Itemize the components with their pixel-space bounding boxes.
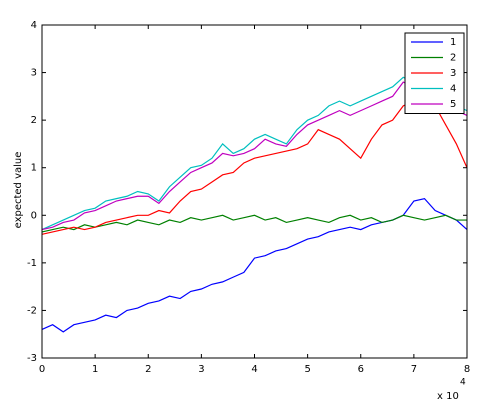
- y-tick-label: -3: [27, 353, 37, 364]
- x-tick-label: 0: [39, 364, 45, 375]
- legend-label: 1: [450, 37, 456, 48]
- y-tick-label: 1: [31, 163, 37, 174]
- legend-label: 3: [450, 68, 456, 79]
- series-line: [41, 81, 468, 231]
- x-tick-label: 5: [304, 364, 310, 375]
- x-tick-label: 3: [198, 364, 204, 375]
- y-tick-label: 3: [31, 68, 37, 79]
- legend-label: 4: [450, 84, 456, 95]
- x-tick-label: 6: [358, 364, 364, 375]
- y-tick-label: 4: [31, 20, 37, 31]
- x-tick-label: 8: [464, 364, 470, 375]
- x-multiplier-exponent: 4: [460, 378, 466, 388]
- y-tick-label: -1: [27, 258, 37, 269]
- series-line: [41, 76, 468, 231]
- y-tick-label: -2: [27, 305, 37, 316]
- series-line: [41, 214, 467, 233]
- series-line: [41, 100, 468, 235]
- plot-area: [42, 25, 467, 358]
- legend-label: 5: [450, 99, 456, 110]
- y-tick-label: 2: [31, 115, 37, 126]
- x-multiplier: x 10: [437, 391, 459, 402]
- x-tick-label: 4: [251, 364, 257, 375]
- x-tick-label: 2: [145, 364, 151, 375]
- y-axis-label: expected value: [13, 152, 24, 229]
- y-tick-label: 0: [31, 210, 37, 221]
- x-tick-label: 7: [411, 364, 417, 375]
- legend-label: 2: [450, 53, 456, 64]
- x-tick-label: 1: [92, 364, 98, 375]
